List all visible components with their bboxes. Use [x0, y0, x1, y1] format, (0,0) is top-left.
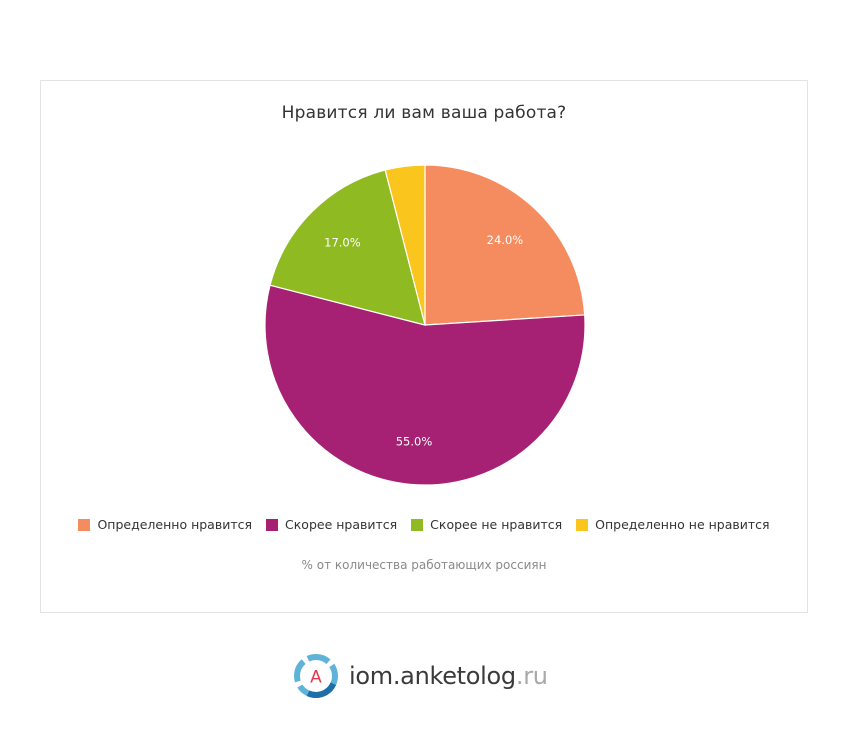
chart-title: Нравится ли вам ваша работа? [281, 103, 567, 123]
pie-slice[interactable] [384, 164, 426, 326]
slice-data-label: 55.0% [396, 434, 433, 448]
legend-swatch [266, 518, 279, 531]
legend-label: Скорее нравится [285, 517, 398, 532]
logo-letter: A [310, 668, 322, 688]
brand[interactable]: A iom.anketolog.ru [293, 654, 548, 698]
legend-label: Определенно нравится [97, 517, 253, 532]
legend: Определенно нравится Скорее нравится Ско… [41, 517, 807, 532]
legend-swatch [411, 518, 424, 531]
legend-swatch [576, 518, 589, 531]
legend-item[interactable]: Определенно нравится [78, 517, 252, 532]
legend-item[interactable]: Скорее нравится [266, 517, 397, 532]
legend-swatch [78, 518, 91, 531]
chart-subtitle: % от количества работающих россиян [301, 558, 547, 572]
brand-tld: .ru [515, 662, 548, 690]
legend-label: Определенно не нравится [595, 517, 770, 532]
slice-data-label: 17.0% [324, 235, 361, 249]
pie-slices [264, 164, 586, 486]
anketolog-logo-icon: A [294, 654, 338, 698]
pie-slice[interactable] [269, 169, 426, 326]
pie-slice[interactable] [264, 284, 586, 486]
chart-card: Нравится ли вам ваша работа? 24.0% 55.0% 1… [40, 80, 808, 613]
pie-chart: 24.0% 55.0% 17.0% [264, 164, 586, 486]
legend-label: Скорее не нравится [430, 517, 563, 532]
legend-item[interactable]: Скорее не нравится [411, 517, 562, 532]
brand-domain: iom.anketolog [349, 662, 516, 690]
slice-data-label: 24.0% [487, 233, 524, 247]
pie-slice[interactable] [424, 164, 586, 326]
pie-labels: 24.0% 55.0% 17.0% [324, 233, 523, 448]
brand-link[interactable]: iom.anketolog.ru [349, 662, 548, 690]
legend-item[interactable]: Определенно не нравится [576, 517, 770, 532]
